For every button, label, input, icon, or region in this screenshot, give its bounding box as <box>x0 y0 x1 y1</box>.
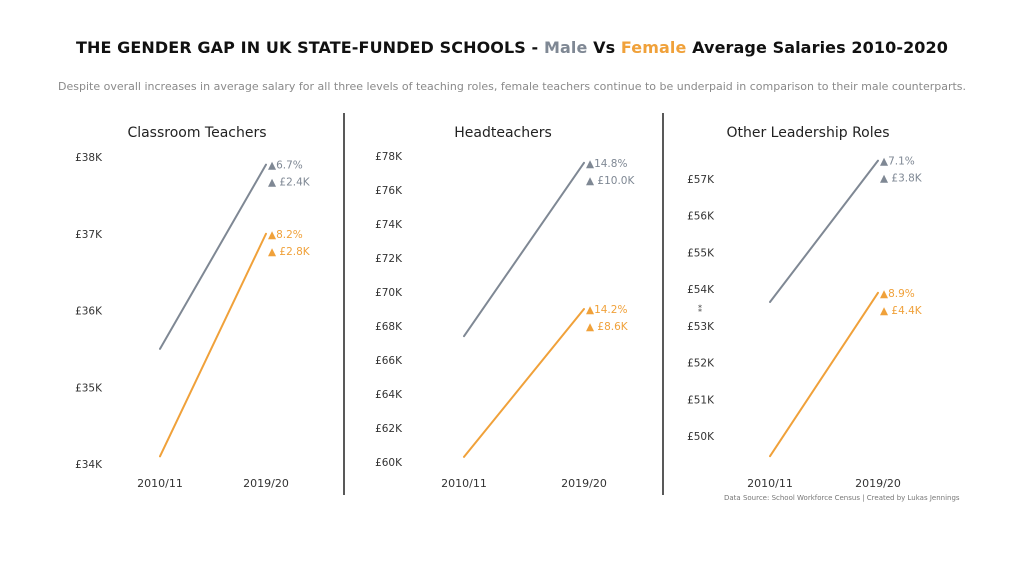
series-line-female <box>769 291 879 458</box>
pct-change-label: ▲14.8% <box>586 158 627 170</box>
series-line-male <box>769 159 879 303</box>
abs-change-label: ▲ £4.4K <box>880 305 923 317</box>
y-tick-label: £68K <box>375 321 403 333</box>
title-female: Female <box>620 38 687 57</box>
x-tick-label: 2010/11 <box>137 477 183 490</box>
x-tick-label: 2019/20 <box>243 477 289 490</box>
y-tick-label: £56K <box>687 211 715 223</box>
y-tick-label: £35K <box>75 382 103 394</box>
y-tick-label: £60K <box>375 457 403 469</box>
y-tick-label: £64K <box>375 389 403 401</box>
series-line-male <box>463 161 585 338</box>
abs-change-label: ▲ £3.8K <box>880 173 923 185</box>
stray-glyph: ⁑ <box>698 305 702 314</box>
pct-change-label: ▲14.2% <box>586 304 627 316</box>
x-tick-label: 2010/11 <box>441 477 487 490</box>
title-suffix: Average Salaries 2010-2020 <box>686 38 949 57</box>
pct-change-label: ▲8.9% <box>880 288 915 300</box>
x-tick-label: 2019/20 <box>561 477 607 490</box>
y-tick-label: £52K <box>687 358 715 370</box>
y-tick-label: £50K <box>687 431 715 443</box>
panel-title: Classroom Teachers <box>127 125 266 141</box>
abs-change-label: ▲ £2.4K <box>268 177 311 189</box>
y-tick-label: £72K <box>375 253 403 265</box>
y-tick-label: £38K <box>75 152 103 164</box>
title-vs: Vs <box>587 38 621 57</box>
y-tick-label: £62K <box>375 423 403 435</box>
title-prefix: THE GENDER GAP IN UK STATE-FUNDED SCHOOL… <box>75 38 544 57</box>
data-source-note: Data Source: School Workforce Census | C… <box>724 494 960 502</box>
abs-change-label: ▲ £10.0K <box>586 175 635 187</box>
series-line-female <box>463 308 585 458</box>
y-tick-label: £57K <box>687 174 715 186</box>
panel-title: Headteachers <box>454 125 552 141</box>
y-tick-label: £54K <box>687 284 715 296</box>
y-tick-label: £55K <box>687 247 715 259</box>
chart-title: THE GENDER GAP IN UK STATE-FUNDED SCHOOL… <box>0 38 1024 57</box>
pct-change-label: ▲7.1% <box>880 156 915 168</box>
x-tick-label: 2019/20 <box>855 477 901 490</box>
pct-change-label: ▲8.2% <box>268 229 303 241</box>
y-tick-label: £53K <box>687 321 715 333</box>
y-tick-label: £34K <box>75 459 103 471</box>
abs-change-label: ▲ £2.8K <box>268 246 311 258</box>
title-male: Male <box>543 38 588 57</box>
abs-change-label: ▲ £8.6K <box>586 321 629 333</box>
pct-change-label: ▲6.7% <box>268 160 303 172</box>
y-tick-label: £78K <box>375 151 403 163</box>
y-tick-label: £76K <box>375 185 403 197</box>
y-tick-label: £51K <box>687 394 715 406</box>
y-tick-label: £70K <box>375 287 403 299</box>
y-tick-label: £37K <box>75 229 103 241</box>
series-line-female <box>159 232 267 458</box>
chart-subtitle: Despite overall increases in average sal… <box>58 80 967 93</box>
y-tick-label: £36K <box>75 306 103 318</box>
series-line-male <box>159 163 267 350</box>
panel-title: Other Leadership Roles <box>726 125 889 141</box>
x-tick-label: 2010/11 <box>747 477 793 490</box>
y-tick-label: £74K <box>375 219 403 231</box>
y-tick-label: £66K <box>375 355 403 367</box>
